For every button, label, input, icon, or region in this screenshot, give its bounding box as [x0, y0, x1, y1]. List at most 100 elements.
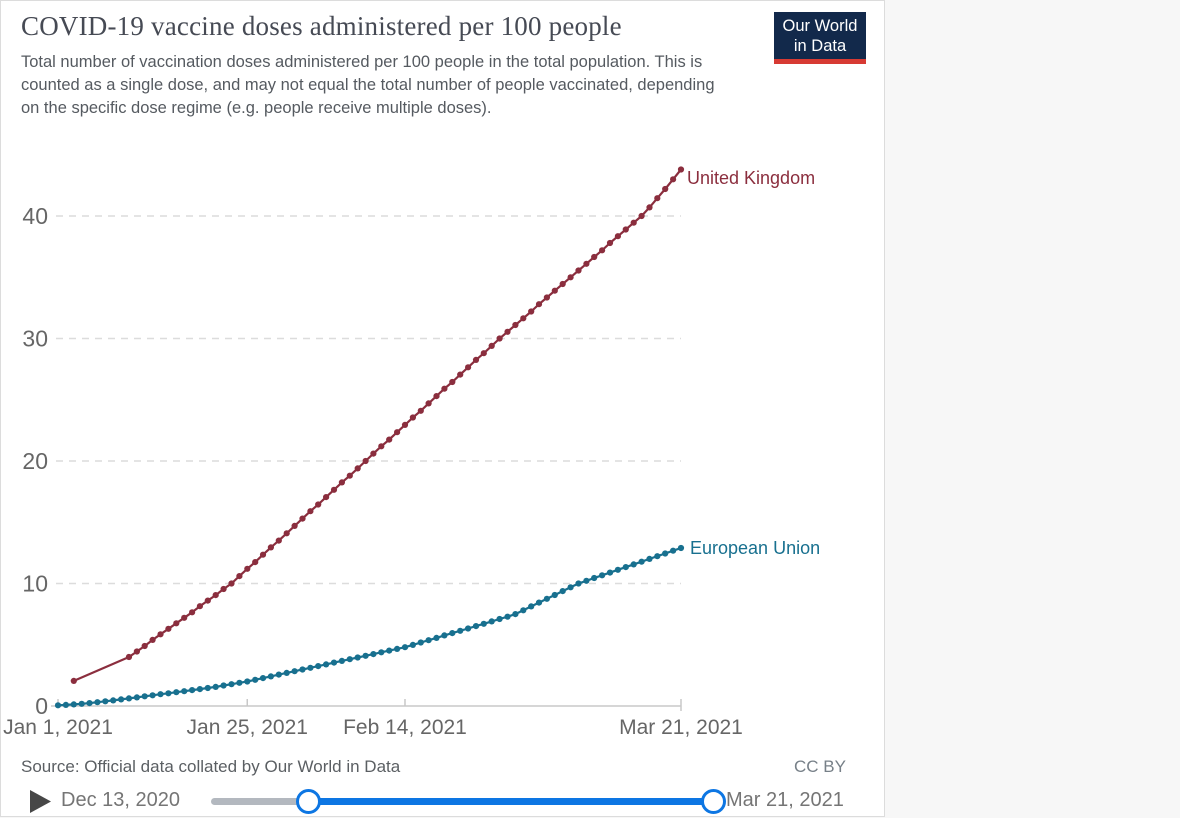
series-dot-european-union[interactable] — [504, 613, 511, 620]
series-dot-united-kingdom[interactable] — [457, 371, 464, 378]
series-dot-united-kingdom[interactable] — [425, 400, 432, 407]
series-dot-european-union[interactable] — [275, 671, 282, 678]
timeline-slider-active-range[interactable] — [308, 798, 713, 805]
series-dot-european-union[interactable] — [346, 656, 353, 663]
series-dot-european-union[interactable] — [457, 627, 464, 634]
series-dot-united-kingdom[interactable] — [654, 195, 661, 202]
series-dot-united-kingdom[interactable] — [394, 429, 401, 436]
series-dot-european-union[interactable] — [338, 657, 345, 665]
series-dot-united-kingdom[interactable] — [70, 677, 77, 685]
series-dot-united-kingdom[interactable] — [283, 530, 290, 537]
series-dot-united-kingdom[interactable] — [291, 522, 298, 530]
series-dot-united-kingdom[interactable] — [228, 580, 235, 587]
series-label-european-union[interactable]: European Union — [690, 538, 821, 558]
series-dot-united-kingdom[interactable] — [512, 321, 519, 329]
series-dot-united-kingdom[interactable] — [275, 537, 282, 544]
series-dot-european-union[interactable] — [646, 555, 653, 563]
series-dot-european-union[interactable] — [78, 700, 85, 707]
series-dot-european-union[interactable] — [370, 651, 377, 658]
series-dot-european-union[interactable] — [110, 697, 117, 704]
series-dot-united-kingdom[interactable] — [630, 219, 637, 226]
series-dot-united-kingdom[interactable] — [401, 421, 409, 428]
series-dot-united-kingdom[interactable] — [670, 176, 677, 183]
series-dot-european-union[interactable] — [141, 693, 148, 700]
series-dot-united-kingdom[interactable] — [125, 653, 133, 661]
series-dot-united-kingdom[interactable] — [252, 559, 259, 566]
series-dot-european-union[interactable] — [441, 632, 448, 639]
series-dot-european-union[interactable] — [551, 591, 558, 599]
series-dot-united-kingdom[interactable] — [378, 443, 385, 450]
series-dot-european-union[interactable] — [157, 691, 164, 698]
series-dot-united-kingdom[interactable] — [338, 479, 345, 486]
series-dot-united-kingdom[interactable] — [259, 551, 267, 558]
series-dot-european-union[interactable] — [465, 625, 472, 632]
series-dot-european-union[interactable] — [252, 676, 259, 683]
series-dot-united-kingdom[interactable] — [244, 565, 251, 572]
series-dot-european-union[interactable] — [291, 668, 298, 675]
series-dot-united-kingdom[interactable] — [535, 301, 543, 308]
series-dot-european-union[interactable] — [662, 550, 669, 557]
series-dot-united-kingdom[interactable] — [299, 515, 306, 522]
series-dot-united-kingdom[interactable] — [488, 342, 495, 349]
series-dot-united-kingdom[interactable] — [472, 356, 480, 363]
series-dot-united-kingdom[interactable] — [504, 328, 511, 335]
series-dot-united-kingdom[interactable] — [323, 494, 330, 501]
series-dot-european-union[interactable] — [173, 689, 180, 696]
series-dot-united-kingdom[interactable] — [543, 294, 551, 301]
series-dot-united-kingdom[interactable] — [559, 280, 566, 288]
series-dot-european-union[interactable] — [315, 663, 322, 670]
timeline-slider-track[interactable] — [211, 789, 726, 814]
series-dot-united-kingdom[interactable] — [196, 603, 203, 610]
series-dot-united-kingdom[interactable] — [433, 393, 440, 400]
series-dot-european-union[interactable] — [599, 572, 606, 579]
series-dot-european-union[interactable] — [472, 623, 480, 630]
series-dot-united-kingdom[interactable] — [362, 457, 369, 465]
series-dot-european-union[interactable] — [520, 607, 527, 614]
license-link[interactable]: CC BY — [794, 757, 846, 776]
series-dot-european-union[interactable] — [528, 603, 535, 610]
series-dot-european-union[interactable] — [86, 700, 93, 707]
series-dot-united-kingdom[interactable] — [591, 253, 598, 261]
series-dot-european-union[interactable] — [259, 675, 267, 682]
series-dot-european-union[interactable] — [630, 561, 637, 568]
series-dot-united-kingdom[interactable] — [181, 614, 188, 621]
series-line-european-union[interactable] — [57, 546, 682, 707]
series-dot-european-union[interactable] — [118, 696, 125, 703]
series-dot-united-kingdom[interactable] — [409, 414, 416, 421]
series-dot-european-union[interactable] — [386, 647, 393, 654]
series-dot-european-union[interactable] — [425, 637, 432, 644]
series-dot-european-union[interactable] — [165, 690, 172, 697]
series-dot-european-union[interactable] — [488, 618, 495, 625]
series-dot-european-union[interactable] — [94, 699, 101, 706]
series-dot-united-kingdom[interactable] — [173, 620, 180, 627]
series-dot-united-kingdom[interactable] — [417, 407, 424, 414]
series-dot-european-union[interactable] — [267, 673, 274, 680]
series-dot-united-kingdom[interactable] — [330, 486, 338, 493]
series-dot-european-union[interactable] — [299, 666, 306, 673]
series-dot-united-kingdom[interactable] — [212, 592, 219, 599]
series-dot-european-union[interactable] — [196, 686, 203, 693]
series-dot-united-kingdom[interactable] — [204, 597, 211, 604]
series-dot-european-union[interactable] — [204, 684, 211, 692]
series-dot-european-union[interactable] — [670, 547, 677, 554]
series-dot-european-union[interactable] — [125, 695, 133, 702]
series-dot-european-union[interactable] — [394, 645, 401, 653]
series-dot-european-union[interactable] — [606, 569, 614, 576]
series-dot-european-union[interactable] — [433, 634, 440, 642]
series-dot-united-kingdom[interactable] — [575, 267, 582, 274]
series-dot-european-union[interactable] — [236, 679, 243, 686]
series-dot-united-kingdom[interactable] — [386, 436, 393, 443]
series-dot-european-union[interactable] — [480, 620, 487, 627]
series-dot-european-union[interactable] — [102, 698, 109, 705]
owid-logo[interactable]: Our World in Data — [774, 12, 866, 64]
series-dot-european-union[interactable] — [307, 664, 314, 671]
series-dot-united-kingdom[interactable] — [441, 385, 448, 392]
series-dot-european-union[interactable] — [622, 564, 629, 571]
series-dot-european-union[interactable] — [330, 659, 338, 666]
series-dot-european-union[interactable] — [638, 558, 645, 565]
series-dot-united-kingdom[interactable] — [496, 335, 503, 342]
series-dot-united-kingdom[interactable] — [315, 501, 322, 508]
series-dot-european-union[interactable] — [62, 701, 69, 709]
series-dot-united-kingdom[interactable] — [141, 642, 148, 650]
series-dot-european-union[interactable] — [181, 688, 188, 695]
